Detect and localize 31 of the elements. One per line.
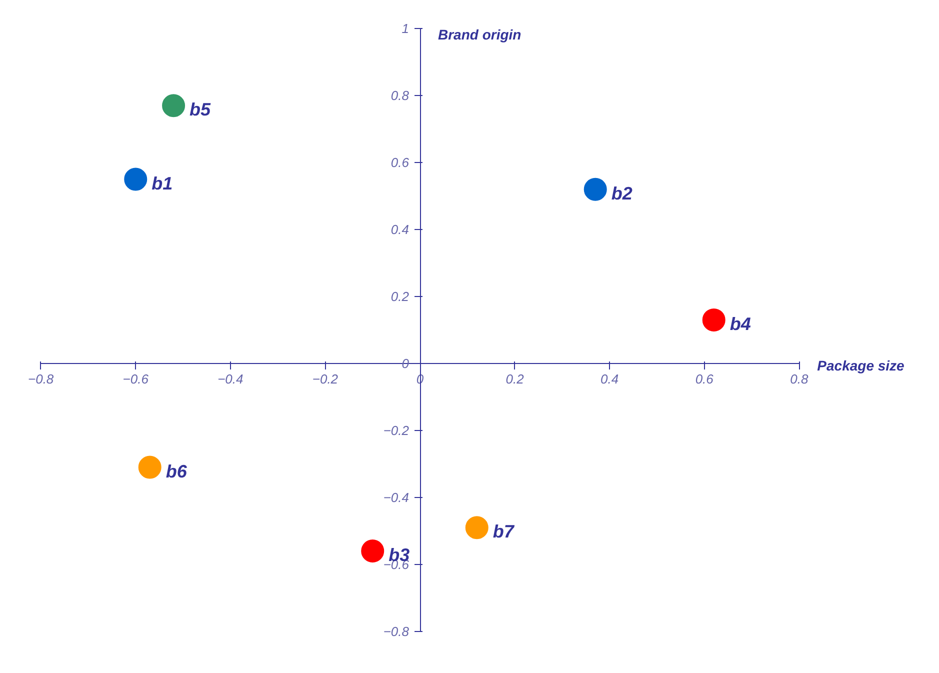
x-tick-label: −0.4 (218, 371, 244, 386)
x-tick-label: −0.2 (312, 371, 339, 386)
y-tick-label: 0.6 (390, 155, 410, 170)
series-label: b6 (166, 461, 188, 482)
point (124, 168, 148, 191)
point (465, 516, 488, 540)
series-label: b7 (492, 522, 515, 542)
x-axis-title: Package size (817, 357, 905, 374)
series-label: b4 (730, 314, 751, 334)
x-tick-label: −0.6 (122, 371, 150, 386)
series-label: b1 (152, 173, 173, 194)
y-tick-label: 0.4 (390, 222, 410, 238)
series-label: b5 (190, 100, 212, 120)
point (702, 308, 726, 332)
x-tick-label: 0.4 (600, 371, 619, 386)
series-label: b2 (611, 183, 632, 204)
y-tick-label: 0.2 (390, 288, 410, 304)
y-tick-label: −0.4 (383, 490, 410, 505)
point (138, 456, 162, 479)
y-tick-label: −0.8 (383, 624, 410, 639)
y-tick-label: 1 (402, 21, 410, 36)
point (162, 94, 186, 118)
y-axis-title: Brand origin (438, 26, 522, 43)
y-tick-label: −0.2 (383, 422, 410, 438)
point (584, 178, 607, 201)
x-tick-label: 0.2 (506, 371, 525, 386)
point (361, 540, 384, 562)
x-tick-label: −0.8 (28, 371, 54, 386)
x-tick-label: 0.8 (790, 371, 809, 386)
y-tick-label: 0.8 (390, 88, 410, 104)
x-tick-label: 0.6 (695, 371, 714, 386)
